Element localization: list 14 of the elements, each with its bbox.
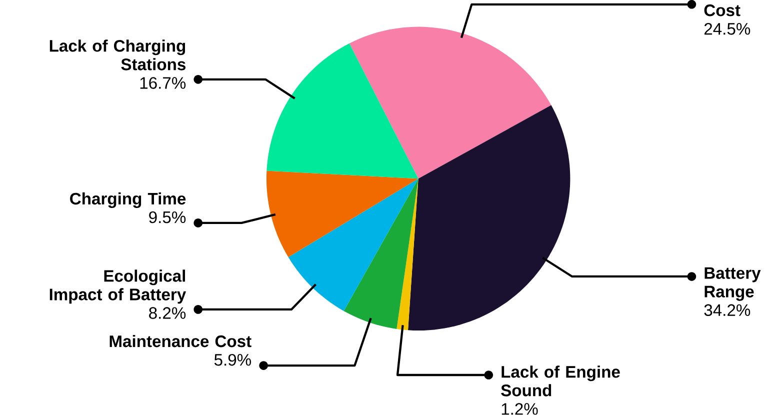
slice-label: Maintenance Cost bbox=[110, 335, 252, 348]
slice-label: Charging Time bbox=[70, 192, 186, 208]
data-label: 9.5% bbox=[149, 211, 186, 224]
data-label: 1.2% bbox=[502, 403, 538, 415]
slice-label: Ecological Impact of Battery bbox=[50, 270, 186, 304]
data-label: 5.9% bbox=[214, 354, 252, 366]
data-label: 34.2% bbox=[704, 304, 750, 316]
slice-label: Battery Range bbox=[704, 267, 761, 301]
slice-label: Cost bbox=[704, 4, 740, 16]
slice-label: Lack of Charging Stations bbox=[50, 40, 186, 70]
slice-label: Lack of Engine Sound bbox=[501, 366, 620, 396]
data-label: 16.7% bbox=[140, 77, 186, 89]
data-label: 24.5% bbox=[704, 23, 750, 35]
data-label: 8.2% bbox=[149, 307, 186, 320]
